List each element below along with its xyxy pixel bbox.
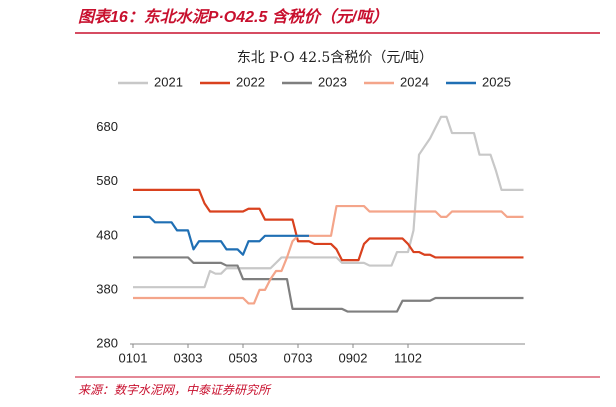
x-tick-label: 0703 — [284, 350, 313, 365]
y-tick-label: 280 — [96, 335, 118, 350]
legend-label: 2021 — [154, 74, 183, 89]
y-tick-label: 480 — [96, 227, 118, 242]
series-line — [133, 215, 309, 256]
y-tick-label: 380 — [96, 281, 118, 296]
legend-label: 2022 — [236, 74, 265, 89]
figure-header: 图表16：东北水泥P·O42.5 含税价（元/吨） — [78, 7, 388, 26]
source: 来源：数字水泥网，中泰证券研究所 — [78, 383, 272, 397]
legend-label: 2025 — [482, 74, 511, 89]
x-tick-label: 0503 — [229, 350, 258, 365]
series-line — [133, 256, 524, 313]
x-tick-label: 0101 — [119, 350, 148, 365]
chart-title: 东北 P·O 42.5含税价（元/吨） — [237, 50, 433, 66]
y-tick-label: 580 — [96, 173, 118, 188]
y-tick-label: 680 — [96, 119, 118, 134]
legend-label: 2024 — [400, 74, 429, 89]
x-tick-label: 0902 — [339, 350, 368, 365]
legend-label: 2023 — [318, 74, 347, 89]
x-tick-label: 1102 — [394, 350, 422, 365]
series-line — [133, 204, 524, 305]
series-line — [133, 188, 524, 262]
series-line — [133, 115, 524, 289]
x-tick-label: 0303 — [174, 350, 203, 365]
